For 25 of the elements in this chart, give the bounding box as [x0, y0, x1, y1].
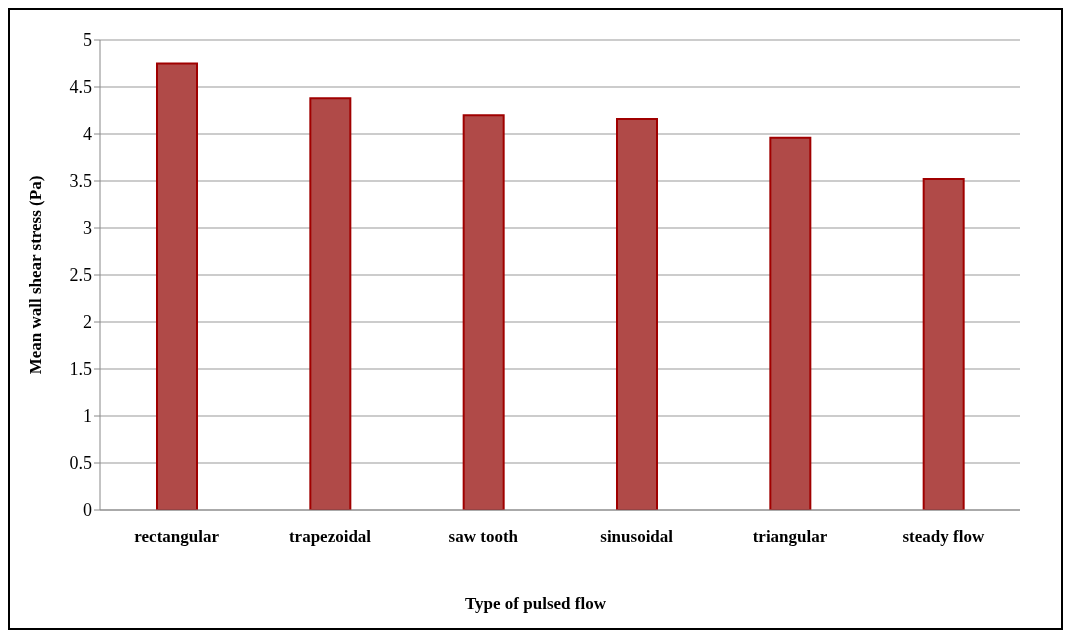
x-tick-label: triangular — [752, 527, 828, 547]
y-tick-label: 4.5 — [69, 77, 92, 98]
bar — [922, 178, 965, 510]
y-tick-label: 3 — [83, 218, 92, 239]
y-tick-label: 2.5 — [69, 265, 92, 286]
y-tick-label: 5 — [83, 30, 92, 51]
bar — [769, 136, 812, 510]
y-tick-label: 1.5 — [69, 359, 92, 380]
x-tick-label: steady flow — [902, 527, 985, 547]
bar — [616, 117, 658, 510]
bar — [462, 114, 505, 510]
x-tick-label: saw tooth — [448, 527, 519, 547]
y-tick-label: 3.5 — [69, 171, 92, 192]
bar — [309, 97, 352, 510]
y-tick-label: 4 — [83, 124, 92, 145]
y-tick-label: 2 — [83, 312, 92, 333]
x-tick-label: trapezoidal — [288, 527, 372, 547]
x-axis-title: Type of pulsed flow — [464, 594, 607, 614]
x-tick-label: sinusoidal — [600, 527, 674, 547]
x-tick-label: rectangular — [134, 527, 220, 547]
bar — [156, 62, 198, 510]
y-tick-label: 0.5 — [69, 453, 92, 474]
y-tick-label: 1 — [83, 406, 92, 427]
y-tick-label: 0 — [83, 500, 92, 521]
y-axis-title: Mean wall shear stress (Pa) — [26, 175, 46, 375]
